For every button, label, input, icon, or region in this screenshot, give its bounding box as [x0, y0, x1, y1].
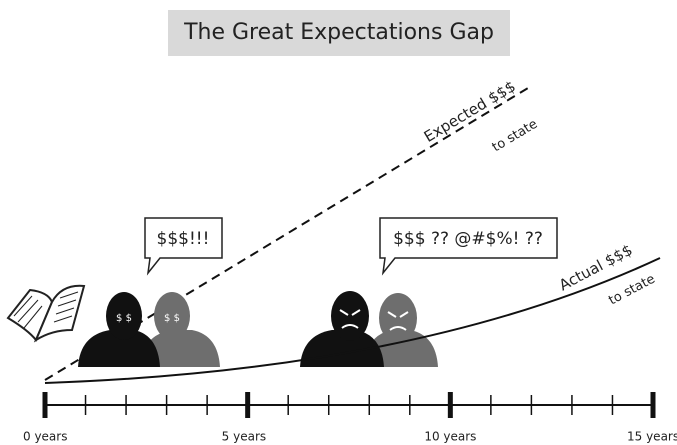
- title: The Great Expectations Gap: [183, 20, 494, 45]
- timeline-label: 10 years: [424, 430, 476, 444]
- speech-bubble: [144, 217, 223, 276]
- speech-bubble: [379, 217, 558, 276]
- timeline-label: 0 years: [23, 430, 67, 444]
- timeline-label: 5 years: [222, 430, 266, 444]
- book-icon: [6, 284, 86, 343]
- angry-faces: [339, 309, 409, 331]
- face-eyes: $ $: [116, 313, 132, 324]
- bubble-text: $$$!!!: [157, 229, 210, 249]
- person-gray: [140, 292, 220, 367]
- actual-line: [44, 257, 661, 384]
- title-box: [168, 10, 510, 56]
- bubble-text: $$$ ?? @#$%! ??: [393, 229, 543, 249]
- face-eyes: $ $: [164, 313, 180, 324]
- timeline-label: 15 years: [627, 430, 677, 444]
- person-black: [78, 292, 160, 367]
- person-black-angry: [300, 291, 384, 367]
- expected-sublabel: to state: [490, 117, 541, 156]
- timeline-ticks: 0 years 5 years 10 years 15 years: [23, 392, 677, 444]
